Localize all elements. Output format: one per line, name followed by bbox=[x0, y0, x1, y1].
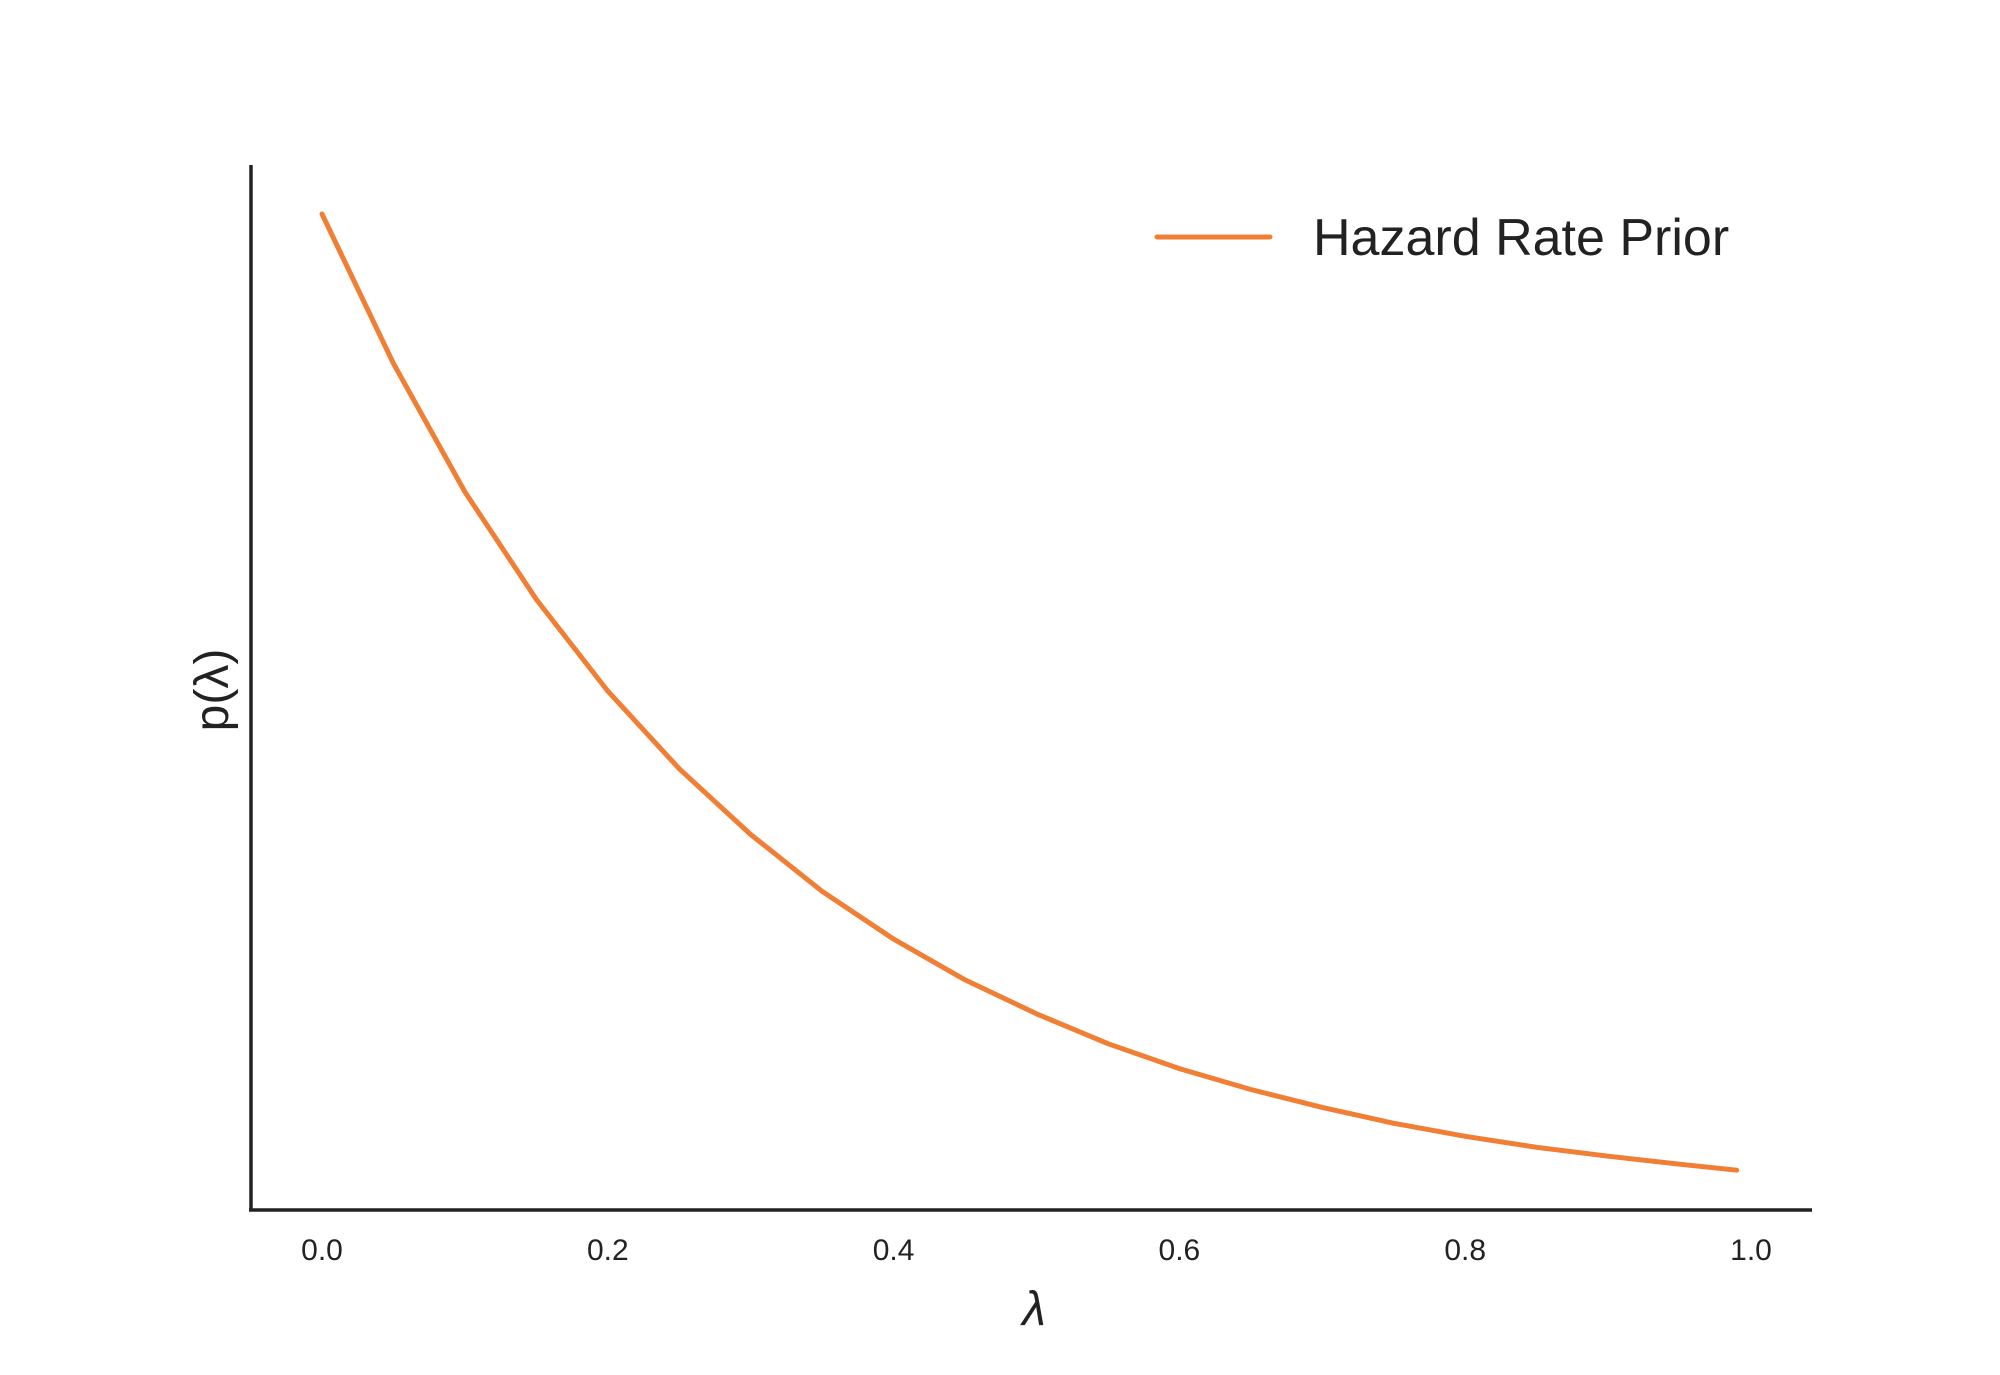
x-tick-label: 0.8 bbox=[1444, 1234, 1486, 1267]
x-axis-label: λ bbox=[1019, 1283, 1046, 1336]
x-tick-label: 0.4 bbox=[873, 1234, 915, 1267]
series-lines bbox=[319, 211, 1740, 1173]
x-tick-label: 0.2 bbox=[587, 1234, 629, 1267]
x-tick-label: 0.0 bbox=[301, 1234, 343, 1267]
axes bbox=[249, 165, 1812, 1212]
y-axis-label: p(λ) bbox=[186, 649, 239, 732]
x-tick-label: 1.0 bbox=[1730, 1234, 1772, 1267]
x-tick-label: 0.6 bbox=[1159, 1234, 1201, 1267]
legend: Hazard Rate Prior bbox=[1154, 209, 1729, 267]
legend-label: Hazard Rate Prior bbox=[1313, 209, 1729, 267]
x-ticks: 0.0 0.2 0.4 0.6 0.8 1.0 bbox=[301, 1234, 1772, 1267]
series-line bbox=[319, 211, 1740, 1173]
